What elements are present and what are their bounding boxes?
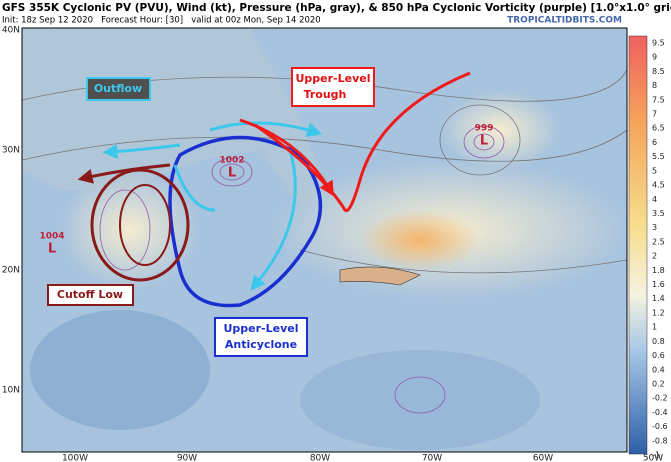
- annotation-label: Upper-Level: [295, 72, 370, 85]
- colorbar-label: 7: [652, 110, 657, 119]
- colorbar-label: 8.5: [652, 67, 665, 76]
- colorbar-label: -0.4: [652, 408, 668, 417]
- colorbar-label: 0.6: [652, 351, 665, 360]
- site-credit: TROPICALTIDBITS.COM: [507, 16, 622, 26]
- lon-label: 80W: [310, 454, 330, 462]
- pressure-label: 1004: [39, 232, 64, 242]
- annotation-label: Trough: [304, 88, 347, 101]
- colorbar-label: 0.4: [652, 365, 665, 374]
- lon-label: 90W: [177, 454, 197, 462]
- low-marker: L: [48, 242, 56, 257]
- colorbar-label: 4: [652, 195, 657, 204]
- annotation-label: Outflow: [94, 82, 142, 95]
- colorbar-label: 1: [652, 323, 657, 332]
- annotation-label: Anticyclone: [225, 338, 297, 351]
- colorbar-label: 5: [652, 166, 657, 175]
- lon-label: 70W: [422, 454, 442, 462]
- annotation-shapes: [77, 71, 471, 308]
- annotation-label: Cutoff Low: [57, 288, 123, 301]
- colorbar-label: 6: [652, 138, 657, 147]
- colorbar-label: 1.6: [652, 280, 665, 289]
- lat-label: 40N: [2, 26, 20, 36]
- colorbar-label: -1: [652, 451, 660, 460]
- low-marker: L: [480, 134, 488, 149]
- colorbar-label: 1.2: [652, 308, 665, 317]
- colorbar-label: 2.5: [652, 237, 665, 246]
- title: GFS 355K Cyclonic PV (PVU), Wind (kt), P…: [2, 2, 671, 14]
- lat-label: 30N: [2, 146, 20, 156]
- lat-label: 20N: [2, 266, 20, 276]
- colorbar-label: 4.5: [652, 181, 665, 190]
- colorbar-label: 7.5: [652, 95, 665, 104]
- lon-label: 50W: [643, 454, 663, 462]
- subtitle: Init: 18z Sep 12 2020 Forecast Hour: [30…: [2, 16, 321, 26]
- pressure-label: 1002: [219, 156, 244, 166]
- colorbar-label: 6.5: [652, 124, 665, 133]
- pressure-label: 999: [475, 124, 494, 134]
- colorbar-label: 3: [652, 223, 657, 232]
- lat-label: 10N: [2, 386, 20, 396]
- colorbar-label: 5.5: [652, 152, 665, 161]
- colorbar-label: -0.2: [652, 394, 668, 403]
- colorbar-label: -0.6: [652, 422, 668, 431]
- colorbar-label: 1.4: [652, 294, 665, 303]
- lon-label: 60W: [533, 454, 553, 462]
- colorbar: [628, 35, 648, 455]
- colorbar-label: -0.8: [652, 436, 668, 445]
- annotation-label: Upper-Level: [223, 322, 298, 335]
- colorbar-label: 3.5: [652, 209, 665, 218]
- colorbar-label: 8: [652, 81, 657, 90]
- colorbar-label: 1.8: [652, 266, 665, 275]
- colorbar-label: 9: [652, 53, 657, 62]
- annotation-boxes: [47, 67, 375, 357]
- lon-label: 100W: [62, 454, 88, 462]
- colorbar-label: 0.8: [652, 337, 665, 346]
- colorbar-label: 9.5: [652, 39, 665, 48]
- colorbar-label: 0.2: [652, 379, 665, 388]
- low-marker: L: [228, 166, 236, 181]
- colorbar-label: 2: [652, 252, 657, 261]
